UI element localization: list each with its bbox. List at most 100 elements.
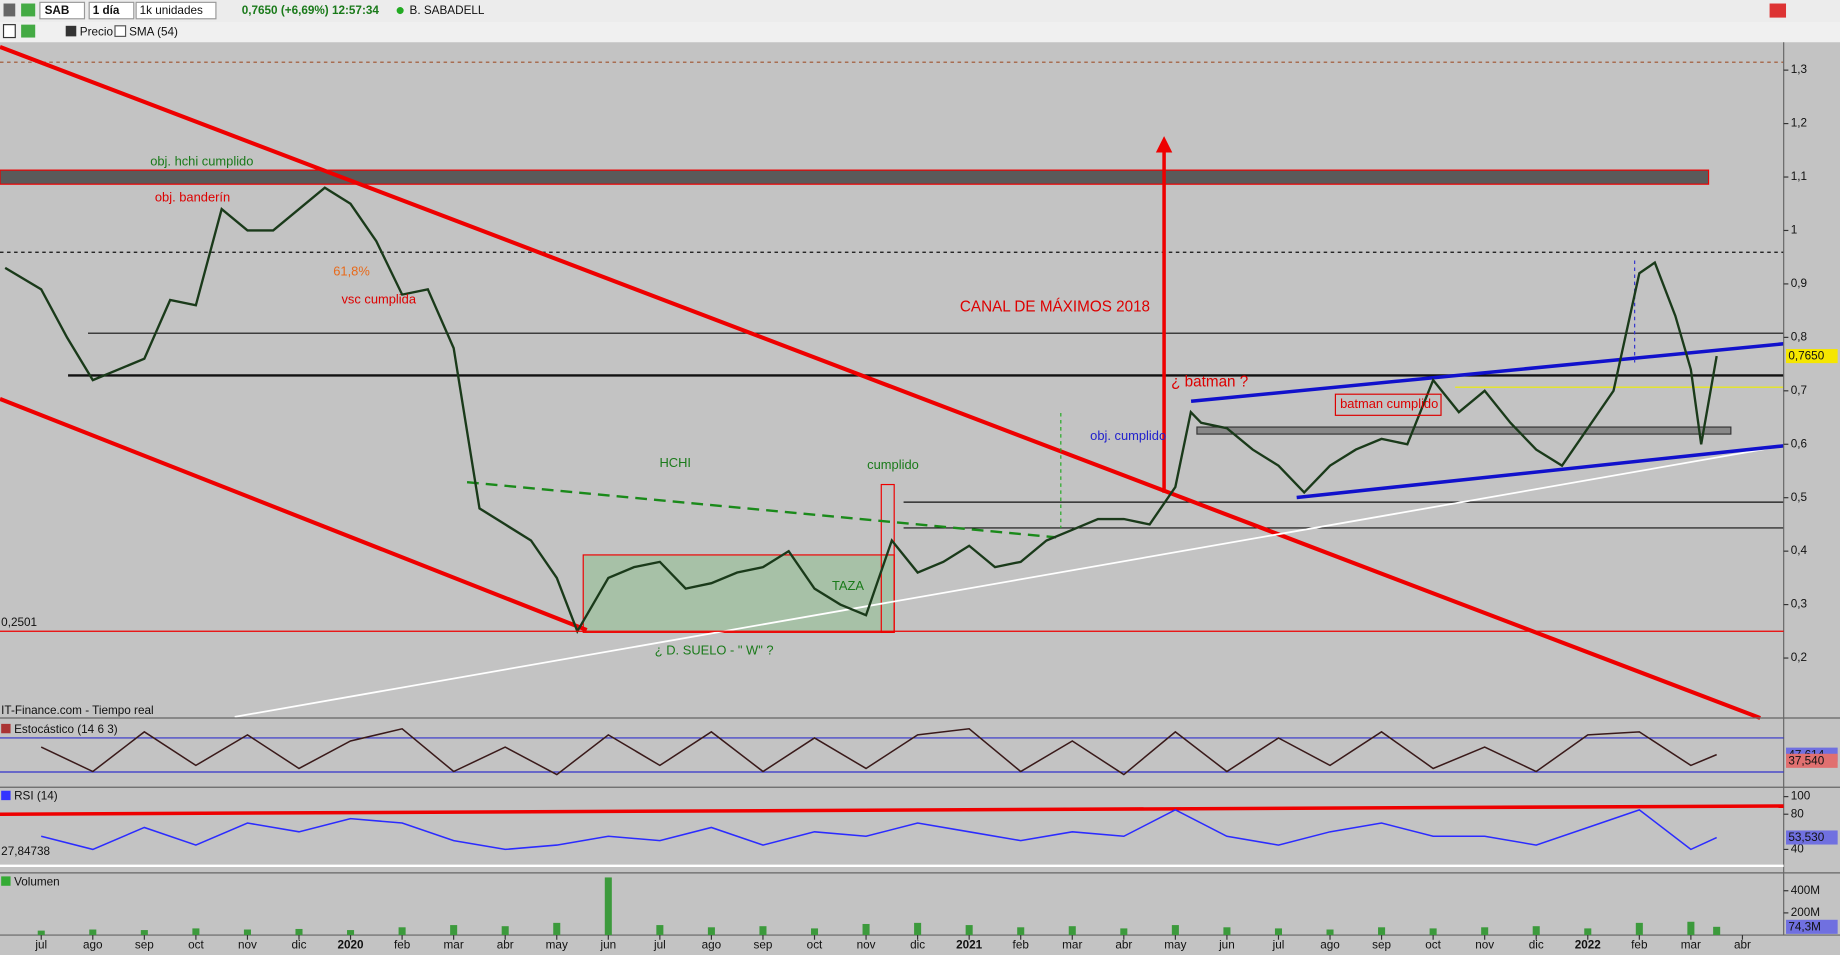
annotation: 61,8% — [333, 264, 370, 279]
bar — [1584, 928, 1592, 936]
legend-item: SMA (54) — [129, 25, 178, 38]
annotation: ¿ batman ? — [1171, 374, 1248, 391]
x-tick-label: jul — [653, 939, 666, 952]
annotation: TAZA — [832, 578, 864, 593]
units-select[interactable] — [135, 1, 217, 20]
pattern-box — [880, 483, 895, 633]
support-band — [1196, 426, 1732, 435]
panel-title: Estocástico (14 6 3) — [14, 723, 118, 736]
x-tick-label: oct — [188, 939, 204, 952]
bar — [1429, 928, 1437, 936]
x-tick-label: nov — [857, 939, 876, 952]
trend-line — [1296, 444, 1784, 500]
x-tick-label: dic — [1529, 939, 1544, 952]
series-line — [4, 186, 1718, 635]
trend-line — [0, 396, 588, 632]
security-name: B. SABADELL — [410, 4, 485, 17]
bar — [347, 930, 355, 936]
checkbox[interactable] — [65, 25, 77, 37]
panel-title: RSI (14) — [14, 790, 58, 803]
level-label: 0,2501 — [1, 616, 37, 629]
quote: 0,7650 (+6,69%) 12:57:34 — [242, 4, 380, 17]
status-dot — [396, 7, 404, 15]
value-tag — [1786, 919, 1838, 934]
x-tick-label: oct — [807, 939, 823, 952]
bar — [295, 928, 303, 936]
x-tick-label: abr — [1115, 939, 1132, 952]
legend-item: Precio — [80, 25, 114, 38]
y-tick-label: 100 — [1791, 790, 1811, 803]
bar — [1171, 925, 1179, 936]
y-tick-label: 0,9 — [1791, 277, 1807, 290]
value-tag — [1786, 349, 1838, 364]
y-tick-label: 0,7 — [1791, 384, 1807, 397]
bar — [140, 930, 148, 936]
checkbox[interactable] — [114, 25, 127, 37]
x-tick-label: mar — [1062, 939, 1082, 952]
value-tag-label: 0,7650 — [1788, 350, 1824, 363]
x-tick-label: sep — [135, 939, 154, 952]
symbol-select[interactable] — [39, 1, 86, 20]
x-tick-label: ago — [702, 939, 722, 952]
panel-title: Volumen — [14, 875, 60, 888]
x-tick-label: may — [1164, 939, 1186, 952]
x-tick-label: nov — [1475, 939, 1494, 952]
x-tick-label: feb — [1013, 939, 1030, 952]
bar — [707, 927, 715, 936]
icon[interactable] — [21, 3, 36, 17]
annotation: ¿ D. SUELO - " W" ? — [655, 643, 774, 658]
series-line — [41, 809, 1717, 851]
value-tag-label: 53,530 — [1788, 831, 1824, 844]
x-tick-label: jun — [1218, 939, 1235, 952]
icon[interactable] — [21, 24, 36, 38]
x-tick-label: jul — [34, 939, 47, 952]
annotation: obj. cumplido — [1090, 428, 1166, 443]
neckline — [466, 481, 1057, 539]
x-tick-label: sep — [754, 939, 773, 952]
icon[interactable] — [2, 24, 16, 39]
panel-title-box — [1, 876, 11, 886]
resistance-band — [0, 169, 1710, 185]
bar — [1713, 926, 1721, 936]
bar — [398, 927, 406, 936]
panel-title-box — [1, 790, 11, 801]
annotation-box — [1334, 393, 1442, 416]
bar — [810, 928, 819, 936]
y-tick-label: 1 — [1791, 224, 1798, 237]
bar — [501, 926, 509, 936]
icon[interactable] — [3, 3, 16, 17]
bar — [1120, 928, 1128, 936]
annotation: CANAL DE MÁXIMOS 2018 — [960, 298, 1150, 315]
bar — [1274, 928, 1282, 936]
bar — [759, 926, 767, 936]
y-tick-label: 400M — [1791, 884, 1820, 897]
annotation: cumplido — [867, 457, 919, 472]
x-tick-label: mar — [444, 939, 464, 952]
panel-title-box — [1, 723, 11, 734]
y-tick-label: 0,6 — [1791, 437, 1807, 450]
source: IT-Finance.com - Tiempo real — [1, 704, 153, 717]
bar — [553, 922, 561, 936]
y-tick-label: 0,2 — [1791, 651, 1807, 664]
y-tick-label: 0,3 — [1791, 598, 1807, 611]
annotation: HCHI — [659, 455, 691, 470]
annotation: vsc cumplida — [341, 292, 416, 307]
period: 1 día — [93, 4, 120, 17]
symbol: SAB — [45, 4, 70, 17]
period-select[interactable] — [88, 1, 135, 20]
trend-line — [1190, 342, 1784, 403]
window-button[interactable] — [1769, 3, 1787, 18]
value-tag-label: 37,540 — [1788, 754, 1824, 767]
x-tick-label: abr — [1734, 939, 1751, 952]
x-tick-label: ago — [1320, 939, 1340, 952]
y-tick-label: 0,8 — [1791, 330, 1808, 343]
x-tick-label: dic — [292, 939, 307, 952]
x-tick-label: may — [546, 939, 568, 952]
x-tick-label: 2021 — [956, 939, 983, 952]
bar — [914, 922, 922, 936]
x-tick-label: nov — [238, 939, 257, 952]
bar — [1068, 926, 1076, 936]
bar — [862, 923, 870, 936]
